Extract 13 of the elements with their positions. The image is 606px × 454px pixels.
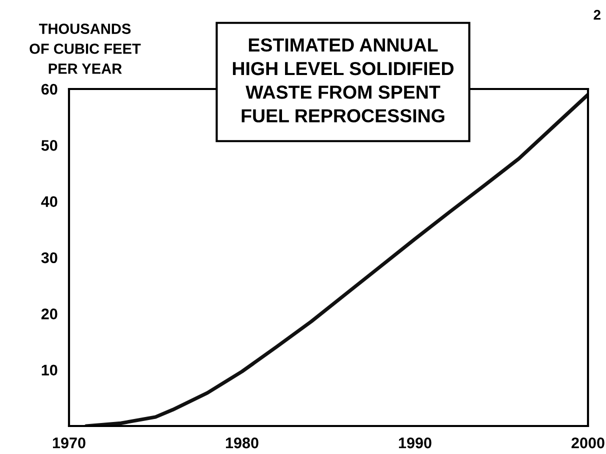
y-axis-title: THOUSANDS OF CUBIC FEET PER YEAR xyxy=(30,24,141,74)
x-tick-label: 1990 xyxy=(398,438,432,448)
y-tick-label: 10 xyxy=(42,364,58,376)
y-tick-label: 60 xyxy=(41,84,58,95)
x-tick-label: 2000 xyxy=(572,438,604,448)
x-tick-label: 1980 xyxy=(226,438,258,448)
y-tick-label: 40 xyxy=(41,196,58,208)
chart-title: ESTIMATED ANNUAL HIGH LEVEL SOLIDIFIED WASTE FROM SPENT FUEL REPROCESSING xyxy=(232,38,454,122)
y-tick-label: 30 xyxy=(41,252,58,264)
y-tick-label: 20 xyxy=(41,308,58,320)
y-tick-label: 50 xyxy=(41,140,58,151)
x-tick-label: 1970 xyxy=(52,438,86,448)
text: 2 xyxy=(594,10,600,20)
